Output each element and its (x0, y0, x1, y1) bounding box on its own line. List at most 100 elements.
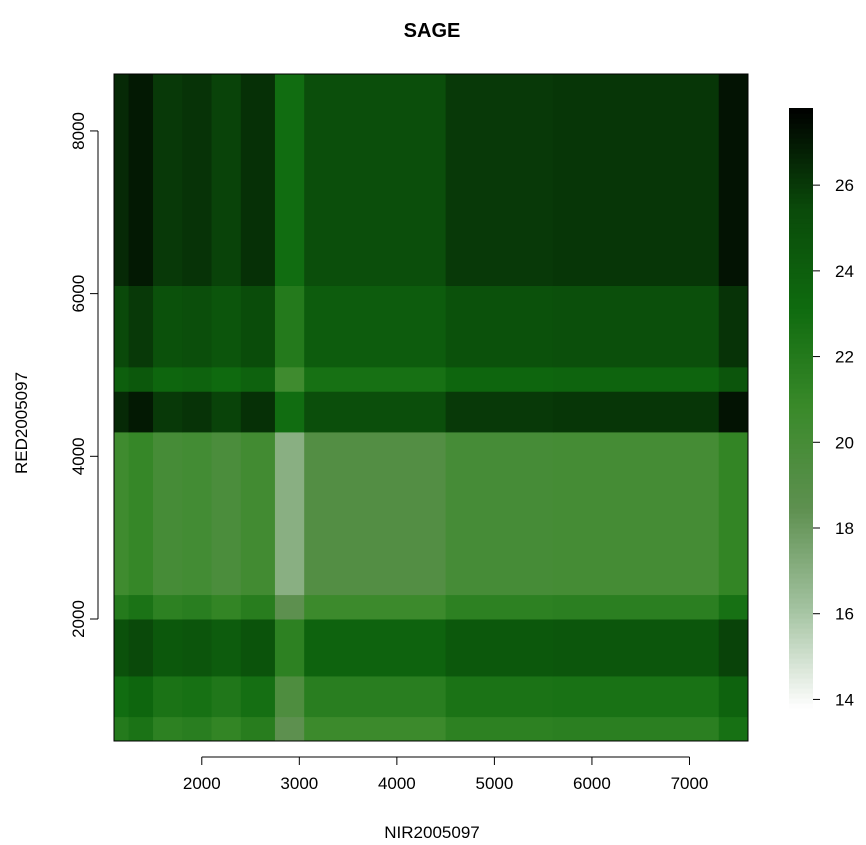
colorbar-swatch (789, 693, 813, 699)
y-axis: 2000 4000 6000 8000 (69, 112, 99, 638)
colorbar-swatch (789, 603, 813, 609)
colorbar-swatch (789, 503, 813, 509)
y-tick-label: 2000 (69, 600, 88, 638)
colorbar-swatch (789, 333, 813, 339)
colorbar-swatch (789, 388, 813, 394)
colorbar-swatch (789, 528, 813, 534)
heatmap-cell (211, 716, 242, 742)
colorbar-swatch (789, 188, 813, 194)
colorbar-swatch (789, 268, 813, 274)
colorbar-tick-label: 22 (835, 348, 854, 367)
colorbar-swatch (789, 513, 813, 519)
colorbar-swatch (789, 543, 813, 549)
heatmap-cell (718, 391, 749, 433)
heatmap-cell (552, 431, 720, 596)
colorbar-tick-label: 18 (835, 519, 854, 538)
colorbar-swatch (789, 563, 813, 569)
colorbar-swatch (789, 548, 813, 554)
colorbar-swatch (789, 378, 813, 384)
colorbar-swatch (789, 638, 813, 644)
heatmap-cell (114, 675, 130, 718)
heatmap-cell (182, 285, 213, 368)
heatmap-cell (718, 285, 749, 368)
colorbar-swatch (789, 243, 813, 249)
colorbar-swatch (789, 493, 813, 499)
x-tick-label: 6000 (573, 774, 611, 793)
heatmap-cell (128, 594, 154, 620)
colorbar-swatch (789, 148, 813, 154)
colorbar-swatch (789, 403, 813, 409)
colorbar-swatch (789, 433, 813, 439)
colorbar-swatch (789, 408, 813, 414)
heatmap-cell (240, 675, 276, 718)
colorbar-swatch (789, 698, 813, 704)
colorbar-swatch (789, 668, 813, 674)
heatmap-cell (304, 74, 447, 286)
colorbar-swatch (789, 443, 813, 449)
colorbar-swatch (789, 413, 813, 419)
colorbar-swatch (789, 143, 813, 149)
x-axis: 2000 3000 4000 5000 6000 7000 (183, 756, 708, 793)
plot-frame (113, 73, 749, 742)
heatmap-cell (445, 618, 554, 677)
x-tick-label: 4000 (378, 774, 416, 793)
colorbar-swatch (789, 658, 813, 664)
heatmap-cell (211, 675, 242, 718)
heatmap-cell (240, 74, 276, 286)
heatmap-cell (128, 716, 154, 742)
heatmap-cell (153, 618, 183, 677)
heatmap-cell (114, 618, 130, 677)
colorbar-tick-label: 16 (835, 605, 854, 624)
colorbar-swatch (789, 583, 813, 589)
heatmap-cell (445, 74, 554, 286)
heatmap-cell (552, 618, 720, 677)
colorbar-tick-label: 20 (835, 433, 854, 452)
colorbar-swatch (789, 198, 813, 204)
heatmap-cell (445, 675, 554, 718)
heatmap-cell (304, 285, 447, 368)
y-tick-label: 6000 (69, 275, 88, 313)
heatmap-cell (114, 285, 130, 368)
colorbar-swatch (789, 483, 813, 489)
colorbar-swatch (789, 618, 813, 624)
heatmap-cell (274, 74, 305, 286)
heatmap-cell (153, 716, 183, 742)
colorbar-swatch (789, 313, 813, 319)
heatmap-cell (128, 618, 154, 677)
colorbar-swatch (789, 253, 813, 259)
heatmap-cell (240, 618, 276, 677)
heatmap-cell (445, 431, 554, 596)
colorbar-swatch (789, 193, 813, 199)
colorbar-swatch (789, 233, 813, 239)
heatmap-cell (182, 391, 213, 433)
heatmap-cell (182, 618, 213, 677)
colorbar-swatch (789, 488, 813, 494)
colorbar-swatch (789, 453, 813, 459)
heatmap-cell (211, 74, 242, 286)
colorbar-swatch (789, 173, 813, 179)
colorbar-swatch (789, 223, 813, 229)
heatmap-cell (718, 618, 749, 677)
heatmap-cell (445, 285, 554, 368)
heatmap-cell (114, 594, 130, 620)
colorbar-swatch (789, 568, 813, 574)
heatmap-cell (114, 366, 130, 392)
heatmap-cell (274, 366, 305, 392)
colorbar-swatch (789, 648, 813, 654)
heatmap-cell (718, 431, 749, 596)
heatmap-cell (128, 285, 154, 368)
colorbar-swatch (789, 238, 813, 244)
colorbar-swatch (789, 158, 813, 164)
colorbar-swatch (789, 138, 813, 144)
colorbar-swatch (789, 308, 813, 314)
heatmap-cell (274, 391, 305, 433)
y-tick-label: 8000 (69, 112, 88, 150)
heatmap-cell (211, 391, 242, 433)
colorbar-swatch (789, 688, 813, 694)
heatmap-cells (114, 74, 749, 742)
heatmap-cell (182, 675, 213, 718)
colorbar-swatch (789, 393, 813, 399)
heatmap-cell (240, 431, 276, 596)
heatmap-cell (718, 594, 749, 620)
heatmap-cell (153, 285, 183, 368)
